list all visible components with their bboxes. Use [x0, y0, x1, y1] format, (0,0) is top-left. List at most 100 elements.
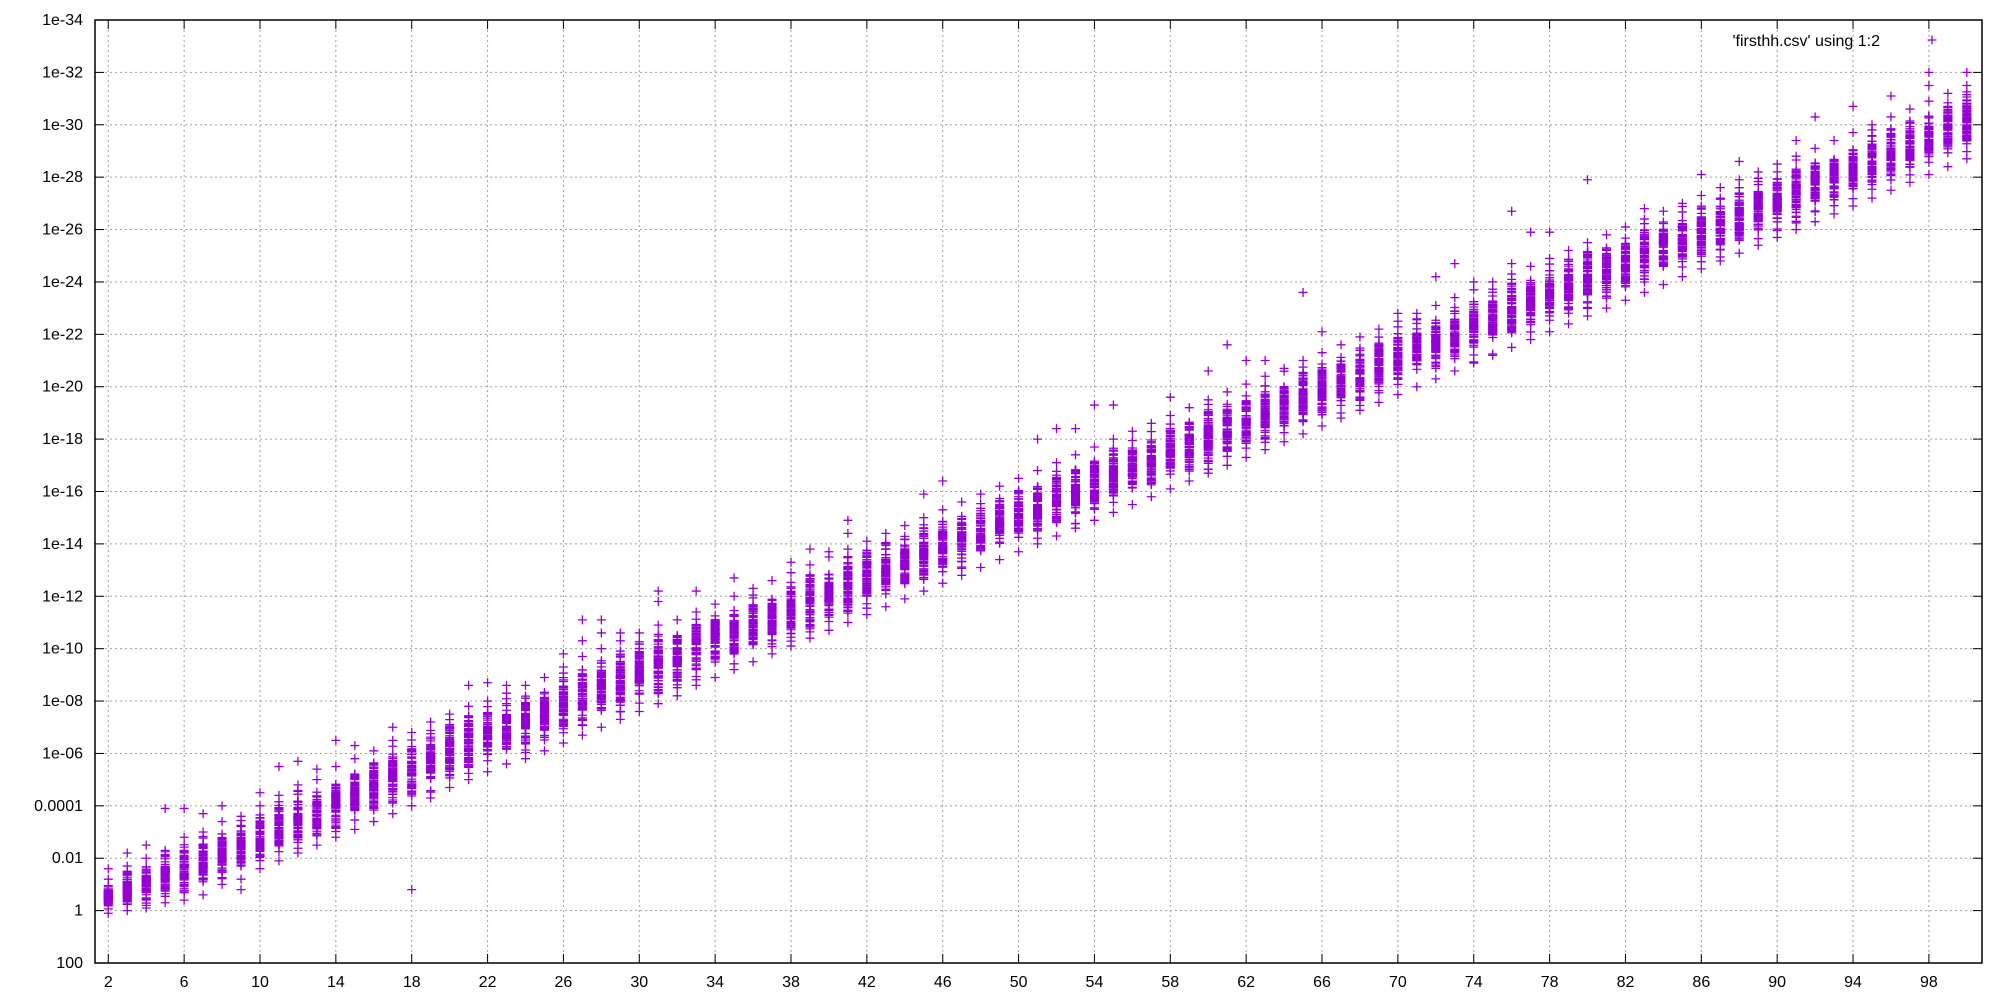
cluster-x-60 — [1203, 366, 1213, 478]
data-point — [1355, 394, 1365, 404]
outlier-point — [312, 764, 322, 774]
data-point — [1355, 332, 1365, 342]
data-point — [331, 832, 341, 842]
cluster-x-25 — [539, 672, 549, 756]
cluster-x-65 — [1298, 287, 1308, 439]
data-point — [1052, 531, 1062, 541]
data-point — [1317, 403, 1327, 413]
cluster-x-19 — [426, 717, 436, 803]
data-point — [539, 723, 549, 733]
data-point — [521, 680, 531, 690]
data-point — [483, 767, 493, 777]
data-point — [767, 649, 777, 659]
data-point — [407, 727, 417, 737]
cluster-x-44 — [900, 521, 910, 604]
cluster-x-9 — [236, 811, 246, 895]
outlier-point — [1070, 424, 1080, 434]
data-point — [255, 864, 265, 874]
data-point — [596, 644, 606, 654]
cluster-x-6 — [179, 803, 189, 905]
data-point — [615, 651, 625, 661]
data-point — [1165, 411, 1175, 421]
cluster-x-38 — [786, 557, 796, 651]
data-point — [1203, 395, 1213, 405]
outlier-point — [407, 885, 417, 895]
cluster-x-20 — [445, 709, 455, 792]
data-point — [1355, 405, 1365, 415]
data-point — [1336, 400, 1346, 410]
data-point — [198, 867, 208, 877]
outlier-point — [1222, 340, 1232, 350]
outlier-point — [103, 864, 113, 874]
data-point — [141, 867, 151, 877]
outlier-point — [255, 788, 265, 798]
data-point — [217, 855, 227, 865]
data-point — [615, 636, 625, 646]
cluster-x-32 — [672, 615, 682, 701]
data-point — [483, 696, 493, 706]
data-point — [179, 895, 189, 905]
data-point — [938, 505, 948, 515]
data-point — [577, 652, 587, 662]
outlier-point — [1241, 356, 1251, 366]
data-point — [331, 822, 341, 832]
data-point — [502, 759, 512, 769]
data-point — [1146, 418, 1156, 428]
outlier-point — [1089, 400, 1099, 410]
outlier-point — [1033, 434, 1043, 444]
outlier-point — [483, 678, 493, 688]
data-point — [1222, 460, 1232, 470]
data-point — [350, 815, 360, 825]
data-point — [1317, 348, 1327, 358]
data-point — [198, 827, 208, 837]
cluster-x-66 — [1317, 327, 1327, 431]
data-point — [407, 801, 417, 811]
data-point — [995, 481, 1005, 491]
cluster-x-8 — [217, 801, 227, 889]
outlier-point — [577, 615, 587, 625]
outlier-point — [596, 628, 606, 638]
data-point — [521, 745, 531, 755]
data-point — [634, 628, 644, 638]
outlier-point — [577, 636, 587, 646]
data-point — [103, 896, 113, 906]
data-point — [1241, 379, 1251, 389]
data-point — [1336, 340, 1346, 350]
cluster-x-52 — [1052, 424, 1062, 541]
cluster-x-54 — [1089, 400, 1099, 525]
data-point — [1033, 539, 1043, 549]
outlier-point — [1108, 400, 1118, 410]
data-point — [426, 717, 436, 727]
data-point — [369, 746, 379, 756]
data-point — [122, 906, 132, 916]
data-point — [1260, 445, 1270, 455]
data-point — [426, 774, 436, 784]
outlier-point — [464, 680, 474, 690]
data-point — [634, 707, 644, 717]
data-point — [1317, 421, 1327, 431]
data-point — [1052, 458, 1062, 468]
data-point — [919, 586, 929, 596]
cluster-x-3 — [122, 848, 132, 916]
data-point — [1146, 427, 1156, 437]
outlier-point — [179, 803, 189, 813]
data-point — [1070, 507, 1080, 517]
outlier-point — [1165, 392, 1175, 402]
cluster-x-27 — [577, 615, 587, 740]
cluster-x-47 — [957, 497, 967, 580]
data-point — [729, 665, 739, 675]
cluster-x-48 — [976, 489, 986, 572]
cluster-x-24 — [521, 680, 531, 764]
data-point — [103, 908, 113, 918]
data-points — [103, 67, 1972, 918]
data-point — [1089, 515, 1099, 525]
data-point — [236, 811, 246, 821]
data-point — [217, 879, 227, 889]
data-point — [1336, 413, 1346, 423]
outlier-point — [274, 762, 284, 772]
data-point — [426, 793, 436, 803]
data-point — [862, 536, 872, 546]
data-point — [957, 497, 967, 507]
data-point — [160, 898, 170, 908]
cluster-x-40 — [824, 547, 834, 635]
